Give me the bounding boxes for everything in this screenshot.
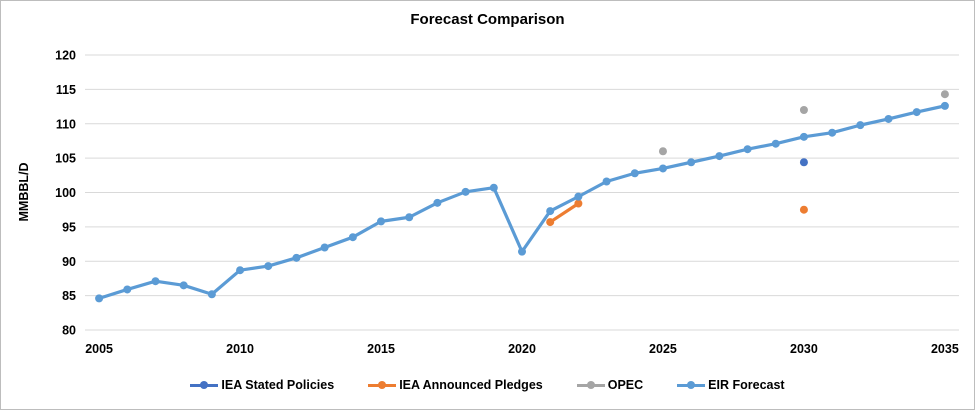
y-axis-title: MMBBL/D (17, 162, 31, 221)
legend-label: IEA Stated Policies (221, 378, 335, 392)
svg-text:95: 95 (62, 220, 76, 234)
data-series (95, 90, 949, 303)
svg-text:105: 105 (55, 152, 76, 166)
gridlines (85, 54, 959, 331)
legend-marker-line-dot-icon (576, 383, 605, 387)
svg-text:2020: 2020 (508, 342, 536, 356)
legend-item-eir-forecast: EIR Forecast (677, 378, 785, 392)
legend-label: IEA Announced Pledges (399, 378, 543, 392)
legend-label: EIR Forecast (708, 378, 785, 392)
svg-text:80: 80 (62, 324, 76, 338)
legend-item-iea-announced-pledges: IEA Announced Pledges (368, 378, 543, 392)
svg-text:85: 85 (62, 289, 76, 303)
legend-marker-line-dot-icon (190, 383, 219, 387)
legend-marker-line-dot-icon (368, 383, 397, 387)
svg-text:2025: 2025 (649, 342, 677, 356)
svg-text:100: 100 (55, 186, 76, 200)
chart-legend: IEA Stated Policies IEA Announced Pledge… (1, 378, 974, 392)
svg-text:2005: 2005 (85, 342, 113, 356)
chart-title: Forecast Comparison (410, 11, 565, 28)
svg-text:120: 120 (55, 49, 76, 63)
svg-text:2010: 2010 (226, 342, 254, 356)
svg-text:90: 90 (62, 255, 76, 269)
svg-text:2035: 2035 (931, 342, 959, 356)
svg-text:2030: 2030 (790, 342, 818, 356)
legend-item-iea-stated-policies: IEA Stated Policies (190, 378, 334, 392)
svg-text:110: 110 (56, 117, 76, 131)
svg-text:115: 115 (56, 83, 76, 97)
x-axis-tick-labels: 2005 2010 2015 2020 2025 2030 2035 (85, 342, 959, 356)
svg-text:2015: 2015 (367, 342, 395, 356)
legend-marker-line-dot-icon (677, 383, 706, 387)
y-axis-tick-labels: 80 85 90 95 100 105 110 115 120 (55, 49, 76, 338)
legend-item-opec: OPEC (576, 378, 644, 392)
legend-label: OPEC (607, 378, 644, 392)
